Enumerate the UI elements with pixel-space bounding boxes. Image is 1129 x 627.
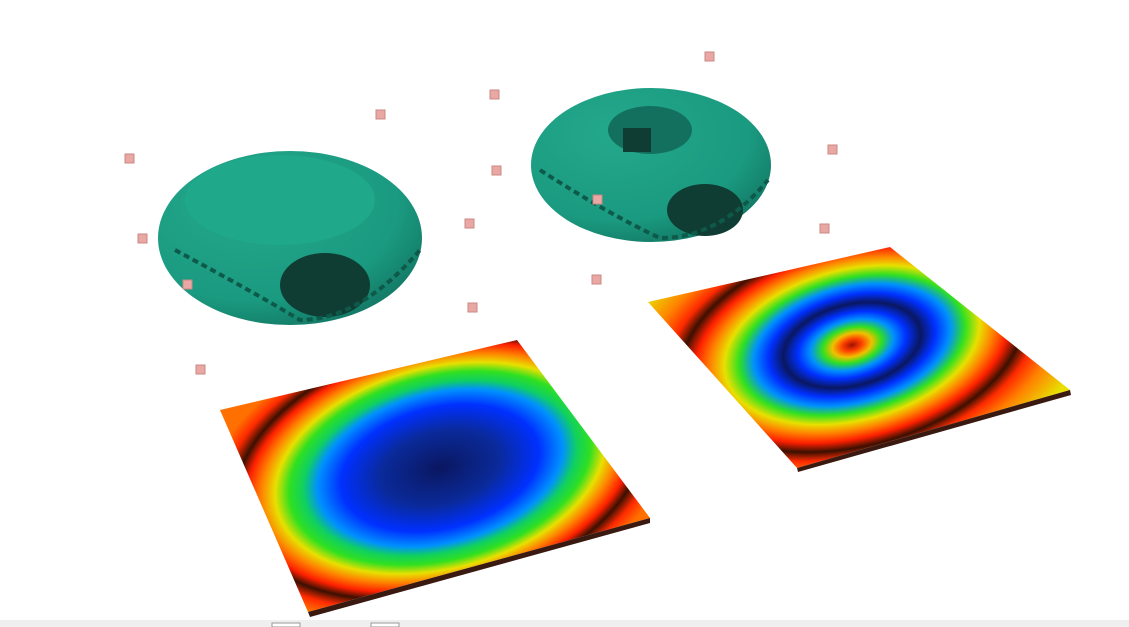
heightmap-right: [648, 247, 1070, 468]
tab[interactable]: [271, 622, 301, 627]
status-strip: [0, 620, 1129, 627]
heightmap-left-edge: [308, 518, 650, 617]
control-points: [124, 51, 838, 375]
heightmap-right-edge: [797, 390, 1071, 472]
torus-left: [158, 151, 422, 325]
tab[interactable]: [370, 622, 400, 627]
heightmap-left: [220, 340, 650, 612]
torus-right: [531, 88, 771, 242]
